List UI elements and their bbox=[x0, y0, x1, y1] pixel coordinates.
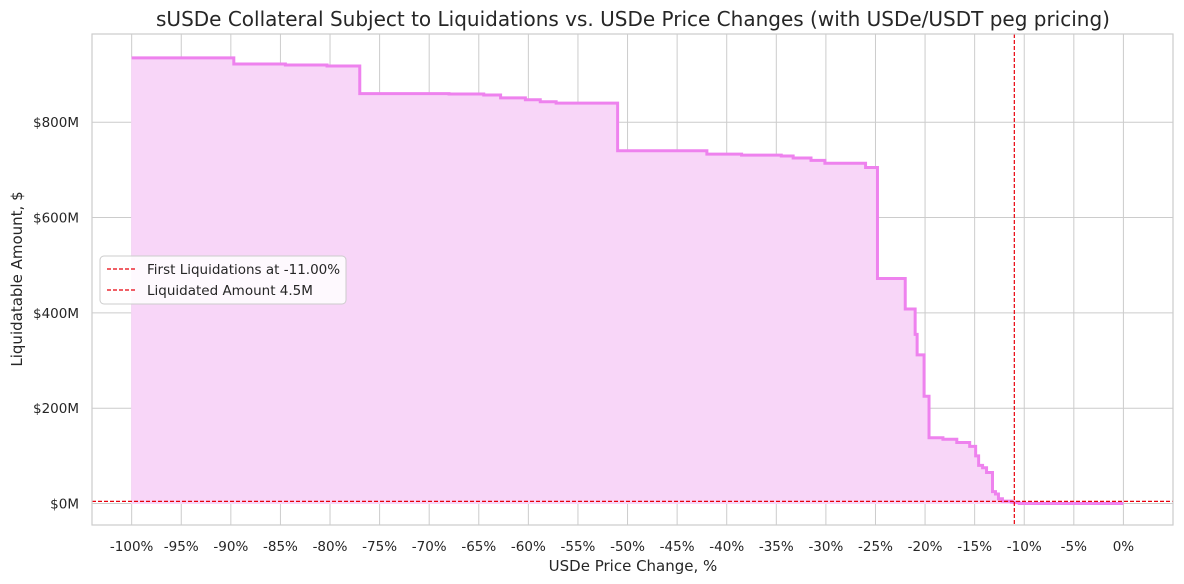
reference-lines bbox=[92, 34, 1173, 525]
x-tick-label: -20% bbox=[908, 539, 943, 555]
legend-box bbox=[99, 255, 347, 305]
y-axis-ticks: $0M $200M $400M $600M $800M bbox=[33, 115, 79, 512]
legend: First Liquidations at -11.00% Liquidated… bbox=[99, 255, 347, 305]
x-tick-label: -80% bbox=[313, 539, 348, 555]
x-tick-label: -90% bbox=[213, 539, 248, 555]
legend-label-first-liquidations: First Liquidations at -11.00% bbox=[147, 262, 340, 278]
x-tick-label: -10% bbox=[1007, 539, 1042, 555]
x-tick-label: 0% bbox=[1113, 539, 1135, 555]
x-tick-label: -75% bbox=[362, 539, 397, 555]
legend-label-liquidated-amount: Liquidated Amount 4.5M bbox=[147, 283, 313, 299]
x-tick-label: -35% bbox=[759, 539, 794, 555]
x-tick-label: -40% bbox=[709, 539, 744, 555]
x-tick-label: -15% bbox=[957, 539, 992, 555]
x-tick-label: -100% bbox=[110, 539, 154, 555]
x-tick-label: -25% bbox=[858, 539, 893, 555]
x-tick-label: -50% bbox=[610, 539, 645, 555]
series-line bbox=[131, 56, 1124, 506]
x-tick-label: -45% bbox=[660, 539, 695, 555]
x-axis-ticks: -100% -95% -90% -85% -80% -75% -70% -65% -60% -55… bbox=[110, 539, 1134, 555]
plot-frame bbox=[91, 33, 1174, 526]
y-tick-label: $800M bbox=[33, 115, 79, 131]
y-tick-label: $400M bbox=[33, 306, 79, 322]
x-tick-label: -85% bbox=[263, 539, 298, 555]
x-tick-label: -65% bbox=[461, 539, 496, 555]
x-tick-label: -95% bbox=[164, 539, 199, 555]
x-tick-label: -60% bbox=[511, 539, 546, 555]
x-tick-label: -5% bbox=[1061, 539, 1087, 555]
x-axis-label: USDe Price Change, % bbox=[549, 557, 718, 575]
x-tick-label: -30% bbox=[808, 539, 843, 555]
x-tick-label: -55% bbox=[561, 539, 596, 555]
data-layer bbox=[131, 56, 1124, 506]
y-tick-label: $0M bbox=[50, 497, 79, 513]
y-tick-label: $600M bbox=[33, 211, 79, 227]
y-tick-label: $200M bbox=[33, 401, 79, 417]
y-axis-label: Liquidatable Amount, $ bbox=[8, 191, 26, 366]
chart-title: sUSDe Collateral Subject to Liquidations… bbox=[156, 7, 1110, 31]
x-tick-label: -70% bbox=[412, 539, 447, 555]
